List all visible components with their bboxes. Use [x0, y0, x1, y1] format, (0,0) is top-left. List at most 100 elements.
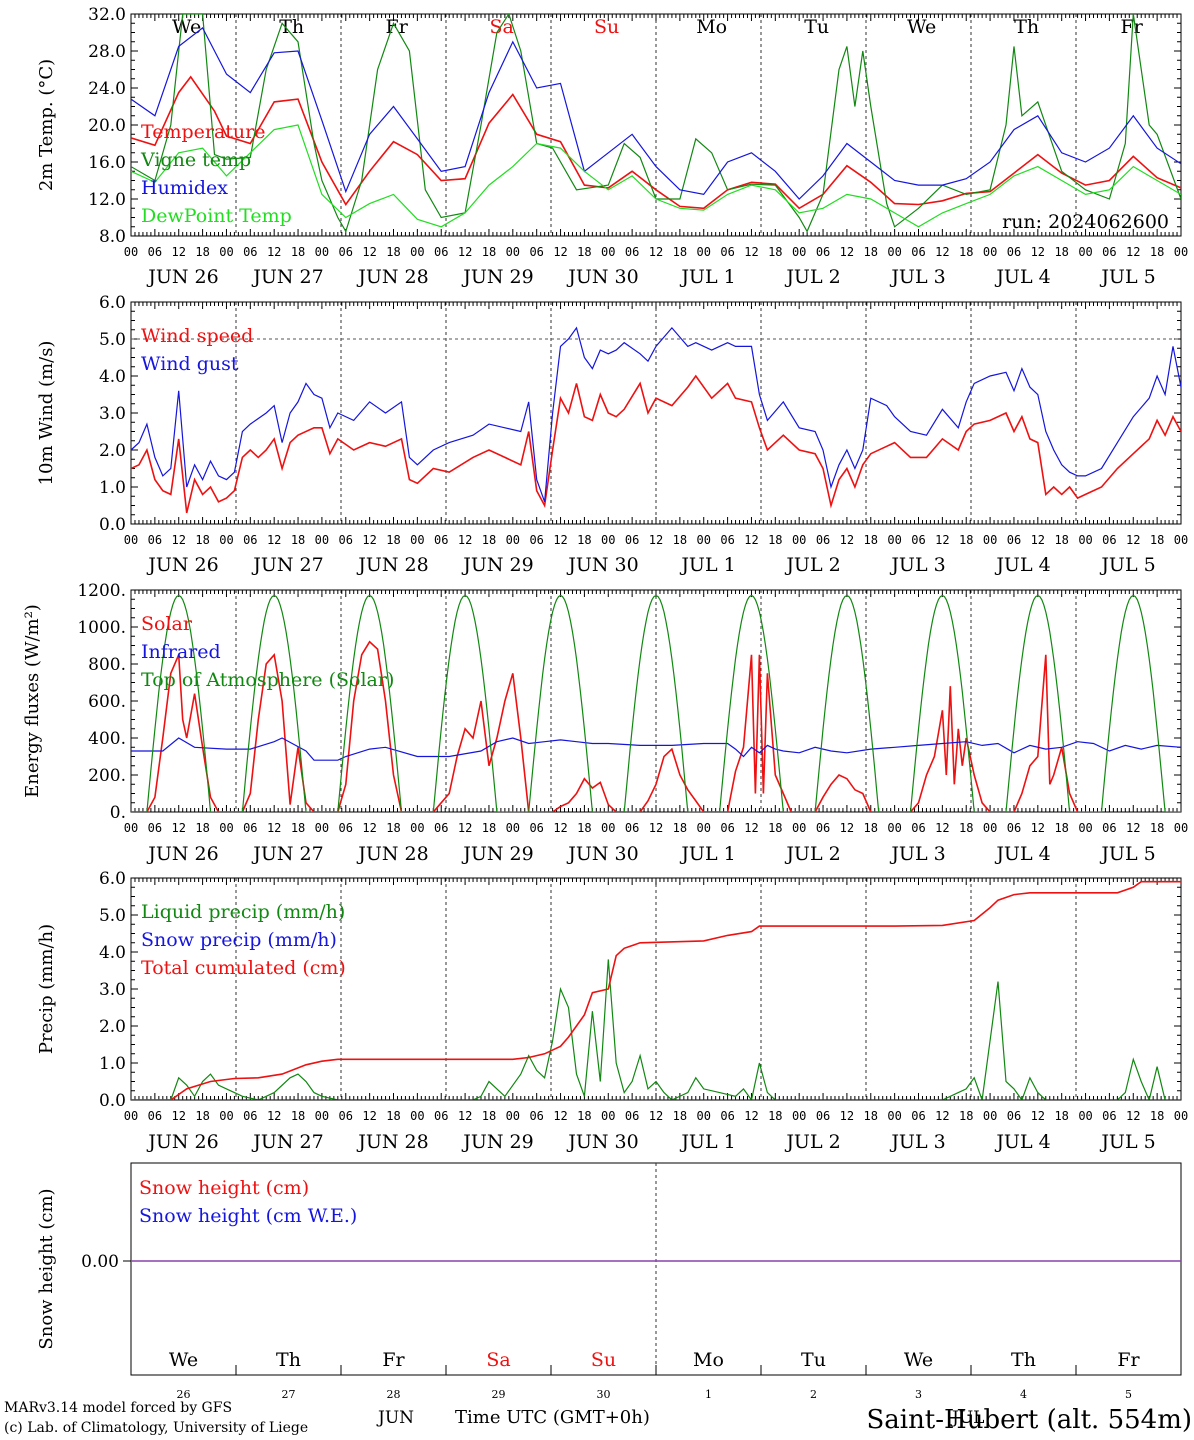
- legend-entry: Snow precip (mm/h): [141, 929, 337, 951]
- series-group: [131, 14, 1181, 233]
- hour-tick-label: 06: [434, 533, 448, 547]
- hour-tick-label: 06: [720, 245, 734, 259]
- hour-tick-label: 18: [1054, 245, 1068, 259]
- hour-tick-label: 06: [720, 821, 734, 835]
- hour-tick-label: 00: [315, 533, 329, 547]
- hour-tick-label: 06: [148, 821, 162, 835]
- hour-tick-label: 12: [840, 245, 854, 259]
- hour-tick-label: 12: [935, 533, 949, 547]
- hour-tick-label: 00: [410, 245, 424, 259]
- y-axis-title: Snow height (cm): [36, 1188, 57, 1349]
- y-tick-label: 200.: [88, 766, 126, 786]
- hour-tick-label: 12: [267, 245, 281, 259]
- hour-tick-label: 06: [625, 533, 639, 547]
- date-label: JUN 29: [461, 843, 533, 865]
- station-name: Saint-Hubert (alt. 554m): [866, 1405, 1192, 1435]
- date-label: JUL 4: [994, 266, 1050, 288]
- y-tick-label: 6.0: [99, 869, 126, 889]
- hour-tick-label: 18: [291, 245, 305, 259]
- legend-entry: Vigne temp: [140, 149, 251, 171]
- hour-tick-label: 18: [195, 245, 209, 259]
- hour-tick-label: 12: [935, 821, 949, 835]
- day-number-label: 5: [1125, 1388, 1132, 1401]
- hour-tick-label: 06: [911, 821, 925, 835]
- hour-tick-label: 18: [1150, 821, 1164, 835]
- date-label: JUL 5: [1099, 554, 1155, 576]
- hour-tick-label: 06: [1007, 245, 1021, 259]
- hour-tick-label: 00: [1174, 245, 1188, 259]
- weekday-label: Su: [591, 1349, 616, 1371]
- hour-tick-label: 00: [792, 1109, 806, 1123]
- hour-tick-label: 00: [506, 821, 520, 835]
- hour-tick-label: 00: [697, 1109, 711, 1123]
- hour-tick-label: 12: [172, 821, 186, 835]
- meteogram-panels: 00 06 12 18 00 06 12 18 00 06 12 18 00 06 12 18 00 06 12 18…: [22, 5, 1188, 1401]
- hour-tick-label: 06: [816, 533, 830, 547]
- weekday-label: Tu: [804, 16, 829, 38]
- hour-tick-label: 00: [601, 245, 615, 259]
- hour-tick-label: 12: [935, 245, 949, 259]
- day-number-label: 29: [492, 1388, 506, 1401]
- date-label: JUN 26: [146, 1131, 218, 1153]
- y-tick-label: 32.0: [88, 5, 126, 25]
- weekday-label: Th: [276, 1349, 301, 1371]
- legend-entry: Temperature: [141, 121, 265, 143]
- hour-tick-label: 18: [291, 533, 305, 547]
- hour-tick-label: 06: [625, 245, 639, 259]
- weekday-label: We: [172, 16, 201, 38]
- y-tick-label: 2.0: [99, 441, 126, 461]
- date-label: JUN 28: [356, 266, 428, 288]
- hour-tick-label: 00: [506, 245, 520, 259]
- y-tick-label: 1200.: [77, 581, 126, 601]
- y-tick-label: 0.00: [81, 1252, 119, 1272]
- series-group: [131, 594, 1181, 812]
- date-label: JUL 5: [1099, 1131, 1155, 1153]
- hour-tick-label: 18: [959, 245, 973, 259]
- hour-tick-label: 00: [887, 1109, 901, 1123]
- y-axis-title: Precip (mm/h): [36, 924, 57, 1054]
- series-line-temperature: [131, 75, 1181, 210]
- panel-4: 00 06 12 18 00 06 12 18 00 06 12 18 00 06 12 18 00 06 12 18…: [36, 869, 1188, 1153]
- series-line-humidex: [131, 26, 1181, 200]
- date-label: JUL 1: [679, 843, 735, 865]
- series-line-wind-speed: [131, 374, 1181, 514]
- date-label: JUN 26: [146, 554, 218, 576]
- hour-tick-label: 18: [1054, 1109, 1068, 1123]
- date-label: JUL 3: [889, 1131, 945, 1153]
- hour-tick-label: 18: [386, 533, 400, 547]
- hour-tick-label: 00: [124, 533, 138, 547]
- hour-tick-label: 18: [195, 1109, 209, 1123]
- y-tick-label: 5.0: [99, 330, 126, 350]
- hour-tick-label: 00: [887, 533, 901, 547]
- hour-tick-label: 06: [243, 245, 257, 259]
- hour-tick-label: 18: [291, 1109, 305, 1123]
- hour-tick-label: 12: [172, 533, 186, 547]
- series-group: [131, 880, 1181, 1100]
- hour-tick-label: 06: [816, 245, 830, 259]
- date-label: JUN 29: [461, 554, 533, 576]
- hour-tick-label: 00: [601, 821, 615, 835]
- legend-entry: Humidex: [141, 177, 228, 199]
- hour-tick-label: 06: [625, 1109, 639, 1123]
- hour-tick-label: 06: [243, 821, 257, 835]
- hour-tick-label: 12: [267, 1109, 281, 1123]
- hour-tick-label: 06: [339, 1109, 353, 1123]
- date-label: JUL 1: [679, 1131, 735, 1153]
- hour-tick-label: 00: [506, 1109, 520, 1123]
- hour-tick-label: 18: [291, 821, 305, 835]
- hour-tick-label: 18: [195, 533, 209, 547]
- weekday-label: Sa: [486, 1349, 510, 1371]
- series-line-total-cumulated-cm: [131, 880, 1181, 1100]
- hour-tick-label: 00: [1078, 245, 1092, 259]
- date-label: JUN 30: [566, 266, 638, 288]
- hour-tick-label: 18: [386, 1109, 400, 1123]
- hour-tick-label: 06: [148, 245, 162, 259]
- run-label: run: 2024062600: [1002, 211, 1169, 233]
- hour-tick-label: 18: [386, 821, 400, 835]
- hour-tick-label: 06: [529, 821, 543, 835]
- hour-tick-label: 12: [553, 533, 567, 547]
- hour-tick-label: 00: [983, 1109, 997, 1123]
- hour-tick-label: 00: [983, 245, 997, 259]
- legend-entry: Solar: [141, 613, 193, 635]
